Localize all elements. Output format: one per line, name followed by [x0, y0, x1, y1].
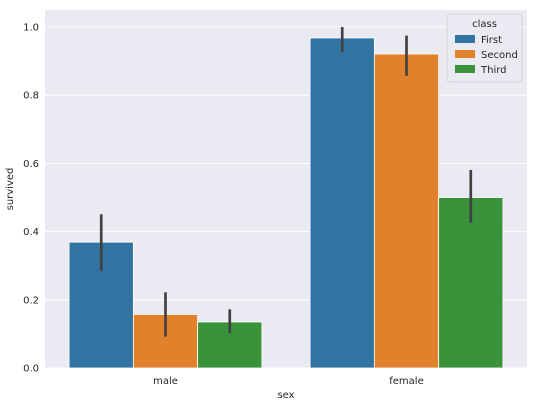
- y-tick-label: 0.0: [23, 364, 39, 375]
- error-bars: [99, 27, 473, 337]
- x-tick-label: male: [153, 376, 178, 387]
- y-tick-label: 0.8: [23, 91, 39, 102]
- legend-label-second: Second: [481, 50, 518, 61]
- y-axis-label: survived: [5, 168, 16, 211]
- y-tick-label: 0.4: [23, 227, 39, 238]
- y-tick-label: 0.2: [23, 295, 39, 306]
- bar-first-female: [309, 37, 375, 369]
- legend-swatch-first: [455, 35, 475, 43]
- x-tick-label: female: [389, 376, 423, 387]
- legend-swatch-second: [455, 50, 475, 58]
- legend-title: class: [472, 19, 497, 30]
- legend-label-third: Third: [480, 65, 507, 76]
- y-tick-label: 0.6: [23, 159, 39, 170]
- legend: class First Second Third: [446, 13, 523, 83]
- bar-third-female: [438, 197, 504, 369]
- legend-label-first: First: [481, 35, 502, 46]
- y-tick-label: 1.0: [23, 23, 39, 34]
- x-axis-ticks: male female: [153, 376, 424, 387]
- legend-swatch-third: [455, 65, 475, 73]
- x-axis-label: sex: [277, 390, 294, 401]
- y-axis-ticks: 0.0 0.2 0.4 0.6 0.8 1.0: [23, 23, 39, 375]
- bar-second-female: [373, 53, 440, 369]
